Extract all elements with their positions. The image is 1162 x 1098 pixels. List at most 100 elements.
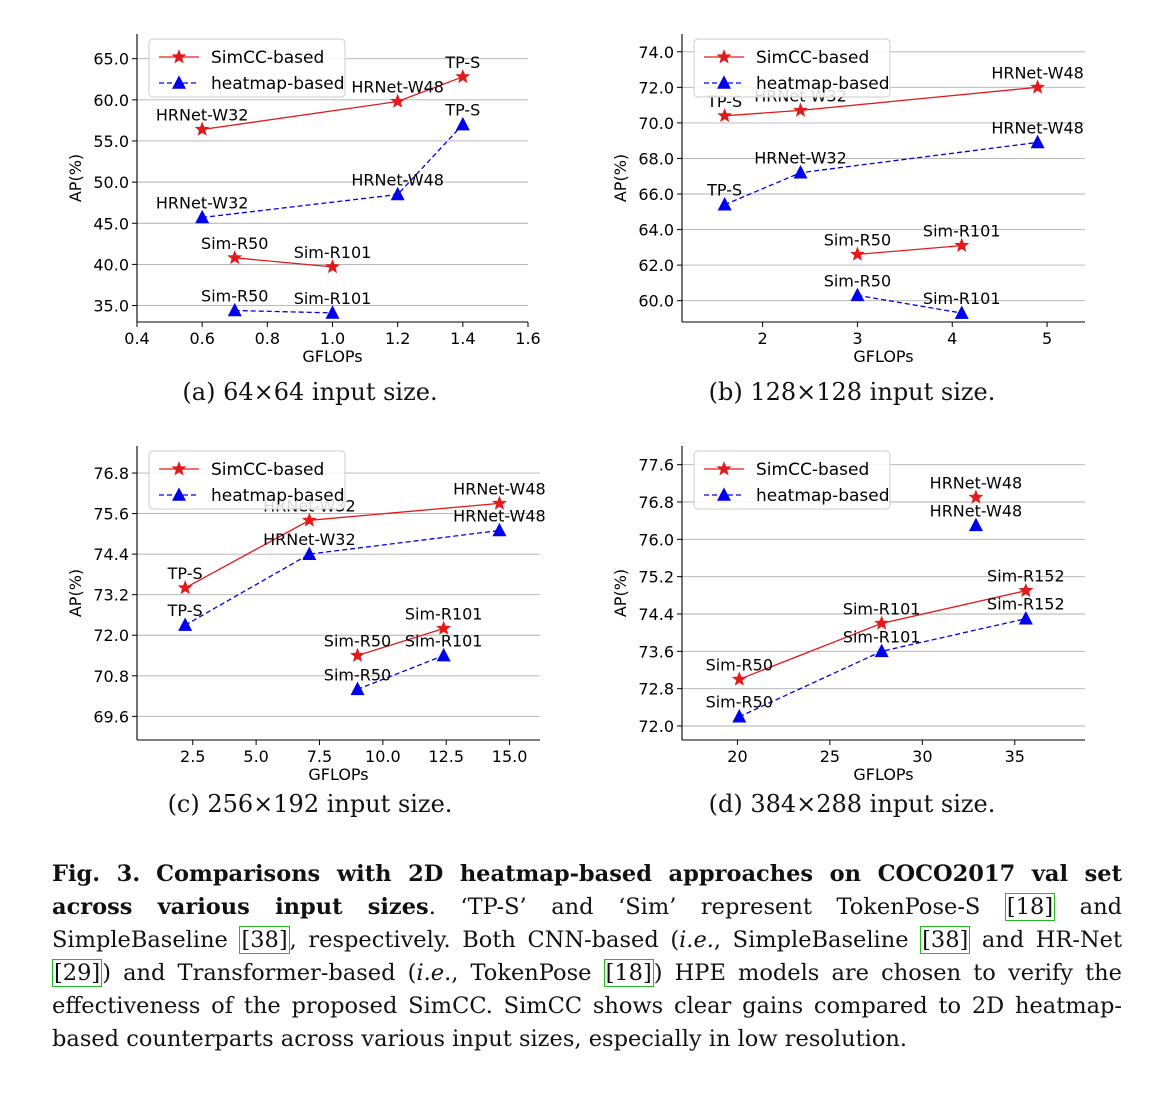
data-label: Sim-R101 <box>294 243 372 262</box>
y-tick-label: 72.0 <box>638 78 674 97</box>
caption-title: Comparisons with 2D heatmap-based approa… <box>52 861 1123 920</box>
data-label: Sim-R50 <box>201 234 268 253</box>
legend-marker <box>172 75 186 89</box>
data-point <box>227 302 242 317</box>
x-tick-label: 35 <box>1005 747 1025 766</box>
data-point <box>194 121 210 136</box>
series-heatmap: TP-S HRNet-W32 HRNet-W48 Sim-R50 Sim-R101 <box>167 506 546 696</box>
data-point <box>195 209 210 224</box>
data-point <box>1030 79 1045 94</box>
subcaption: (b) 128×128 input size. <box>709 378 996 406</box>
y-tick-label: 72.0 <box>638 717 674 736</box>
data-label: Sim-R50 <box>706 693 773 712</box>
x-axis-label: GFLOPs <box>302 347 362 366</box>
data-point <box>717 107 733 123</box>
citation-link-18[interactable]: [18] <box>603 959 654 987</box>
legend-box <box>693 450 891 510</box>
data-label: HRNet-W32 <box>754 149 847 168</box>
figure-charts: 35.040.045.050.055.060.065.00.4 0.6 0.8 1.0… <box>66 34 1085 818</box>
y-axis-label: AP(%) <box>66 154 85 202</box>
legend-label: SimCC-based <box>211 460 324 480</box>
series-heatmap: TP-S HRNet-W32 HRNet-W48 Sim-R50 Sim-R101 <box>706 118 1084 319</box>
x-tick-label: 0.4 <box>124 329 149 348</box>
data-label: Sim-R50 <box>201 286 268 305</box>
x-tick-label: 2.5 <box>180 747 205 766</box>
data-point <box>301 512 317 527</box>
legend-marker <box>717 487 731 501</box>
x-tick-label: 5 <box>1042 329 1052 348</box>
y-axis-label: AP(%) <box>611 154 630 202</box>
data-label: Sim-R50 <box>324 632 391 651</box>
data-point <box>874 643 889 658</box>
data-point <box>731 671 747 686</box>
data-label: HRNet-W48 <box>930 501 1023 520</box>
citation-link-18[interactable]: [18] <box>1004 893 1056 921</box>
y-tick-label: 74.0 <box>638 43 674 62</box>
data-label: Sim-R50 <box>324 665 391 684</box>
caption-ie-2: i.e. <box>416 960 452 986</box>
figure-caption: Fig. 3. Comparisons with 2D heatmap-base… <box>52 858 1122 1056</box>
data-point <box>177 580 193 595</box>
data-label: Sim-R50 <box>706 655 773 674</box>
x-tick-label: 15.0 <box>492 747 528 766</box>
subcaption: (d) 384×288 input size. <box>709 790 996 818</box>
y-tick-label: 69.6 <box>93 707 129 726</box>
x-tick-label: 30 <box>912 747 932 766</box>
caption-figure-label: Fig. 3. <box>52 861 141 887</box>
data-label: Sim-R101 <box>923 222 1001 241</box>
legend-label: heatmap-based <box>211 74 345 94</box>
data-label: HRNet-W32 <box>156 193 249 212</box>
citation-link-38[interactable]: [38] <box>239 926 290 954</box>
legend-marker <box>171 461 187 476</box>
x-tick-label: 3 <box>852 329 862 348</box>
y-tick-label: 76.8 <box>93 464 129 483</box>
y-tick-label: 72.0 <box>93 626 129 645</box>
data-point <box>455 116 470 131</box>
y-tick-label: 45.0 <box>93 214 129 233</box>
y-tick-label: 72.8 <box>638 680 674 699</box>
data-point <box>1030 134 1045 149</box>
y-tick-label: 75.6 <box>93 505 129 524</box>
data-label: Sim-R152 <box>987 567 1065 586</box>
data-label: TP-S <box>444 101 480 120</box>
series-line <box>234 257 333 268</box>
y-tick-label: 76.8 <box>638 493 674 512</box>
legend-box <box>148 38 346 98</box>
data-point <box>874 615 890 630</box>
x-axis-label: GFLOPs <box>308 765 368 784</box>
series-line <box>357 627 444 657</box>
y-tick-label: 35.0 <box>93 297 129 316</box>
citation-link-29[interactable]: [29] <box>52 959 103 987</box>
y-tick-label: 70.8 <box>93 667 129 686</box>
legend-label: SimCC-based <box>756 48 869 68</box>
y-tick-label: 77.6 <box>638 456 674 475</box>
data-label: HRNet-W32 <box>156 105 249 124</box>
chart-panel-c: 69.6 70.8 72.0 73.2 74.4 75.6 76.8 2.5 5.0 7.5 10.… <box>66 446 546 818</box>
data-point <box>717 197 732 211</box>
data-point <box>325 259 340 274</box>
y-tick-label: 60.0 <box>93 91 129 110</box>
data-point <box>390 93 406 108</box>
data-point <box>350 647 366 662</box>
data-point <box>1018 582 1034 597</box>
y-tick-label: 62.0 <box>638 256 674 275</box>
citation-link-38[interactable]: [38] <box>920 926 971 954</box>
x-tick-label: 5.0 <box>243 747 268 766</box>
y-tick-label: 76.0 <box>638 530 674 549</box>
y-axis-label: AP(%) <box>611 569 630 617</box>
series-simcc: Sim-R50 Sim-R101 Sim-R152 HRNet-W48 <box>706 473 1065 686</box>
x-tick-label: 10.0 <box>365 747 401 766</box>
series-simcc: TP-S HRNet-W32 HRNet-W48 Sim-R50 Sim-R101 <box>167 479 546 662</box>
caption-ie-1: i.e. <box>679 927 714 953</box>
legend-box <box>148 450 346 510</box>
legend-label: SimCC-based <box>211 48 324 68</box>
data-point <box>325 305 340 319</box>
data-label: Sim-R101 <box>843 599 921 618</box>
y-axis-label: AP(%) <box>66 569 85 617</box>
data-point <box>732 709 747 723</box>
x-axis-label: GFLOPs <box>853 765 913 784</box>
data-label: Sim-R101 <box>405 632 483 651</box>
y-tick-label: 65.0 <box>93 50 129 69</box>
data-label: Sim-R50 <box>824 230 891 249</box>
